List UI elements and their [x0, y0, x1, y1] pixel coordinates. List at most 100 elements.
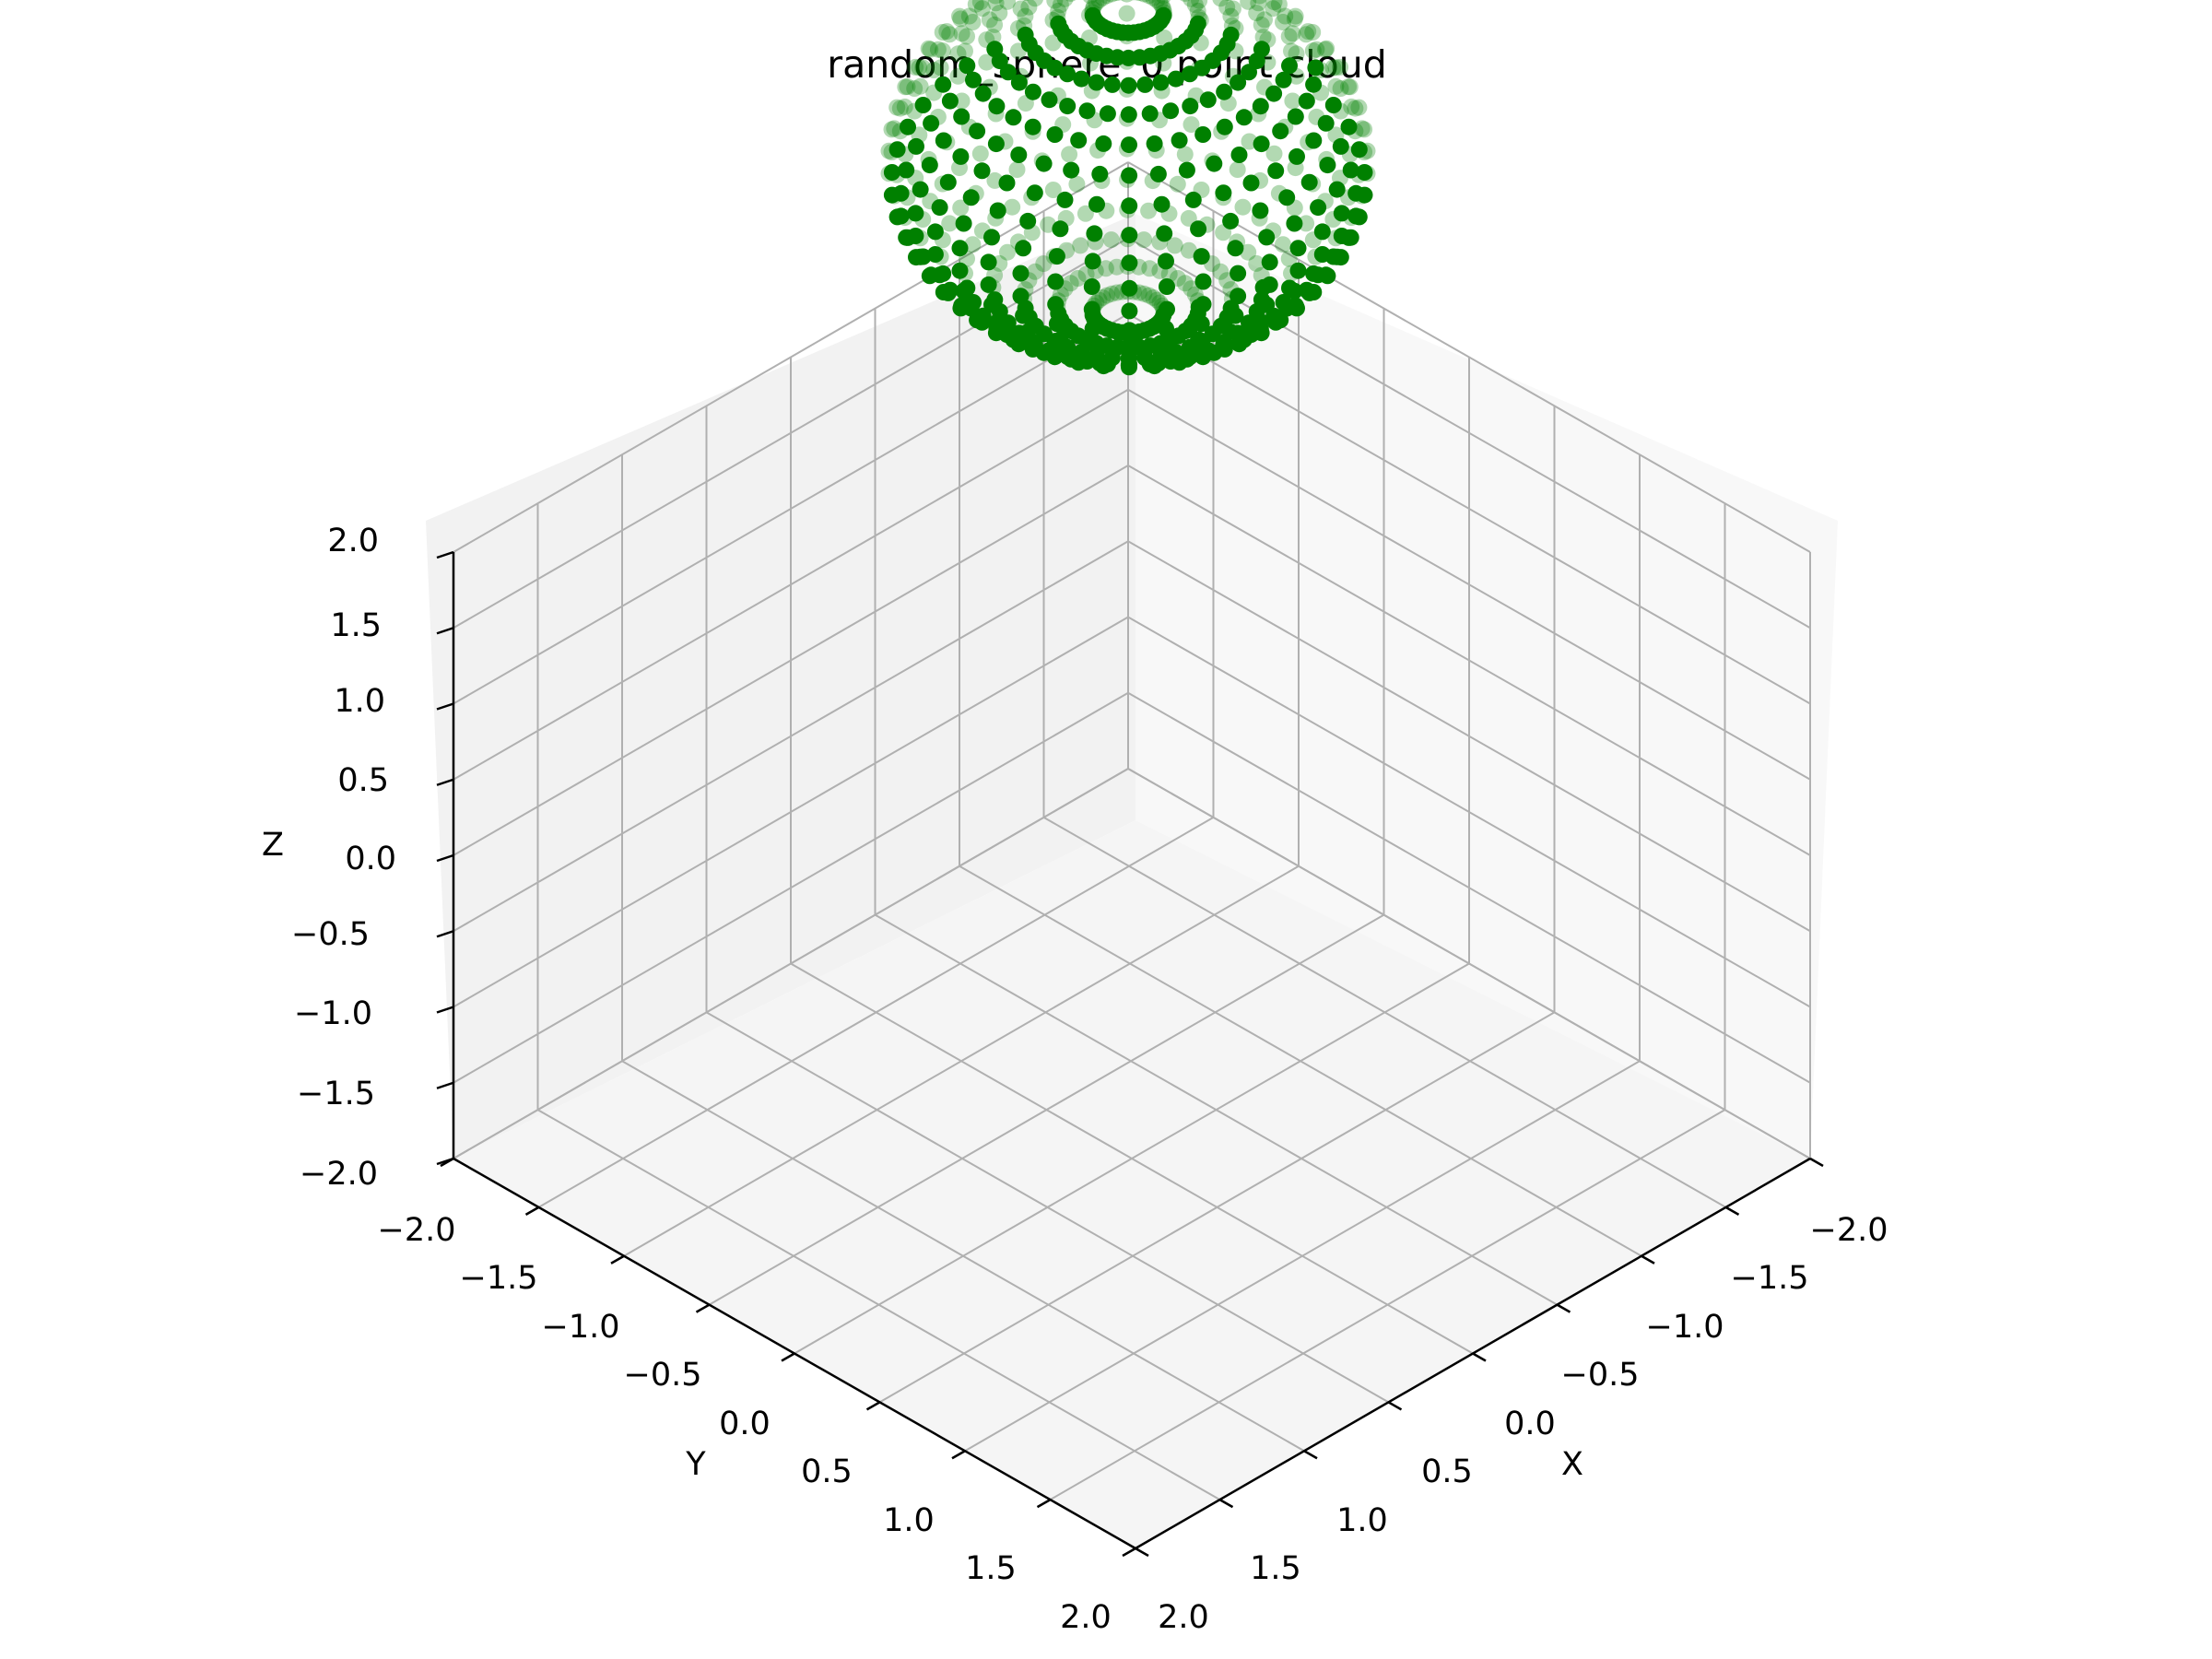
point-marker — [1189, 2, 1206, 19]
point-marker — [1048, 248, 1065, 265]
point-marker — [1193, 248, 1210, 265]
y-tick-mark — [781, 1352, 795, 1362]
point-marker — [983, 229, 1000, 246]
y-tick-mark — [1122, 1547, 1136, 1558]
point-marker — [923, 114, 940, 132]
point-marker — [1112, 0, 1122, 2]
point-marker — [1048, 315, 1065, 333]
point-marker — [951, 262, 969, 279]
point-marker — [1327, 77, 1345, 95]
point-marker — [964, 14, 982, 30]
y-tick-mark — [865, 1401, 881, 1411]
point-marker — [1121, 136, 1137, 154]
point-marker — [1258, 296, 1276, 313]
point-marker — [1277, 7, 1294, 25]
point-marker — [1084, 320, 1101, 337]
point-marker — [1353, 120, 1371, 137]
point-marker — [1005, 109, 1022, 126]
point-marker — [1063, 161, 1080, 179]
point-marker — [1194, 296, 1212, 313]
z-tick-mark — [436, 930, 454, 938]
point-marker — [1328, 181, 1346, 198]
point-marker — [967, 0, 984, 13]
point-marker — [989, 202, 1006, 219]
point-marker — [1120, 106, 1137, 124]
point-marker — [1021, 0, 1030, 1]
x-tick-mark — [1218, 1499, 1234, 1509]
point-marker — [1191, 0, 1208, 9]
point-marker — [1086, 225, 1103, 242]
point-marker — [1159, 300, 1175, 318]
right-wall-grid-line — [1127, 312, 1811, 705]
point-marker — [1278, 300, 1296, 317]
point-marker — [1324, 59, 1342, 76]
point-marker — [1120, 49, 1137, 66]
point-marker — [892, 207, 910, 225]
point-marker — [1026, 184, 1043, 202]
point-marker — [1286, 10, 1303, 28]
point-marker — [1216, 83, 1233, 100]
point-marker — [1224, 0, 1241, 18]
point-marker — [1316, 41, 1334, 58]
left-wall-grid-line — [453, 465, 1129, 856]
x-tick-label: 0.5 — [1421, 1453, 1473, 1490]
point-marker — [899, 78, 916, 96]
point-marker — [1240, 0, 1257, 10]
point-marker — [1052, 0, 1069, 14]
point-marker — [1052, 331, 1069, 348]
point-marker — [965, 71, 982, 88]
point-marker — [1194, 273, 1212, 290]
point-marker — [953, 108, 971, 125]
point-marker — [1289, 240, 1307, 257]
point-marker — [1052, 220, 1069, 238]
point-marker — [1250, 0, 1267, 12]
point-marker — [1340, 78, 1357, 96]
point-marker — [1167, 70, 1184, 88]
point-marker — [1284, 25, 1301, 42]
point-marker — [1327, 59, 1345, 76]
point-marker — [912, 248, 929, 265]
point-marker — [999, 0, 1016, 10]
point-marker — [953, 92, 971, 110]
point-marker — [925, 62, 943, 78]
point-marker — [1059, 65, 1077, 83]
x-tick-label: 1.0 — [1336, 1502, 1388, 1539]
point-marker — [999, 64, 1017, 81]
point-marker — [926, 246, 944, 263]
point-marker — [1012, 0, 1030, 18]
floor-grid-line — [878, 1011, 1556, 1404]
point-marker — [1046, 59, 1064, 76]
point-marker — [1248, 254, 1265, 272]
point-marker — [1307, 59, 1324, 76]
point-marker — [1193, 315, 1210, 333]
x-tick-mark — [1472, 1352, 1487, 1362]
point-marker — [920, 40, 937, 57]
point-marker — [1083, 300, 1100, 318]
z-tick-label: 1.5 — [330, 607, 382, 644]
point-marker — [1061, 146, 1078, 163]
floor-grid-line — [794, 962, 1470, 1355]
point-marker — [962, 189, 980, 206]
point-marker — [1100, 0, 1114, 5]
point-marker — [1088, 74, 1105, 91]
point-marker — [1278, 189, 1296, 206]
point-marker — [1313, 223, 1331, 241]
point-marker — [1015, 240, 1032, 257]
point-marker — [1035, 155, 1053, 172]
point-marker — [1254, 29, 1272, 46]
point-marker — [978, 53, 995, 71]
point-marker — [934, 42, 951, 60]
point-marker — [1230, 265, 1247, 282]
point-marker — [1180, 209, 1197, 227]
point-marker — [1215, 184, 1232, 202]
point-marker — [1230, 74, 1247, 91]
point-marker — [1347, 207, 1365, 225]
floor-grid-line — [1049, 1109, 1726, 1500]
point-marker — [1103, 285, 1121, 302]
point-marker — [939, 173, 957, 191]
x-tick-mark — [1303, 1450, 1318, 1460]
z-tick-mark — [436, 550, 454, 559]
point-marker — [1356, 164, 1373, 181]
